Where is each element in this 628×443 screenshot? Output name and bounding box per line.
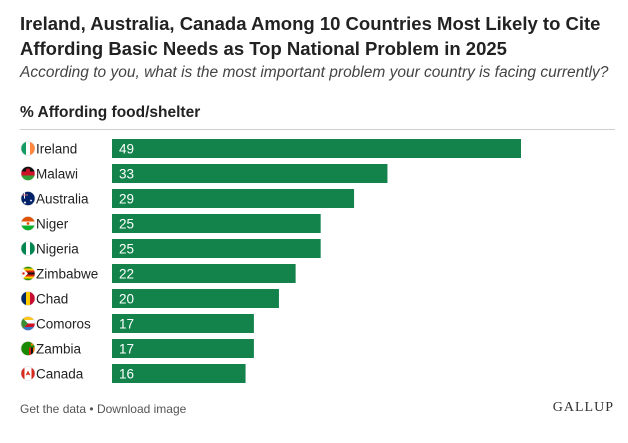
value-label: 25 [119,242,134,257]
category-label: Malawi [36,167,78,182]
bar-row: Zimbabwe 22 [20,264,296,283]
bar-row: Ireland 49 [20,139,521,158]
footer-separator: • [89,402,94,416]
bar-row: Australia 29 [20,189,355,208]
footer-links: Get the data • Download image [20,402,186,416]
bar-row: Malawi 33 [20,164,388,183]
value-label: 17 [119,317,134,332]
category-label: Niger [36,217,69,232]
value-label: 22 [119,267,134,282]
get-data-link[interactable]: Get the data [20,402,87,416]
bar-row: Canada 16 [20,364,246,383]
malawi-flag-icon [20,166,36,181]
zimbabwe-flag-icon [20,266,36,281]
value-label: 17 [119,342,134,357]
bar [112,214,321,233]
value-label: 29 [119,192,134,207]
value-label: 25 [119,217,134,232]
canada-flag-icon [20,366,36,381]
value-label: 33 [119,167,134,182]
bar [112,314,254,333]
ireland-flag-icon [20,141,36,156]
header-divider [20,129,615,130]
bar [112,189,355,208]
category-label: Ireland [36,142,77,157]
category-label: Australia [36,192,89,207]
niger-flag-icon [20,216,36,231]
bar [112,364,246,383]
category-label: Chad [36,292,68,307]
value-label: 49 [119,142,134,157]
bar-row: Nigeria 25 [20,239,321,258]
bar-row: Zambia 17 [20,339,254,358]
value-label: 16 [119,367,134,382]
category-label: Comoros [36,317,91,332]
nigeria-flag-icon [20,241,36,256]
bar-row: Chad 20 [20,289,279,308]
chart-title: Ireland, Australia, Canada Among 10 Coun… [20,13,601,59]
australia-flag-icon [20,191,36,206]
value-label: 20 [119,292,134,307]
measure-label: % Affording food/shelter [20,104,201,121]
bar [112,289,279,308]
bar [112,339,254,358]
category-label: Zimbabwe [36,267,98,282]
chad-flag-icon [20,291,36,306]
chart-subtitle: According to you, what is the most impor… [20,64,609,81]
comoros-flag-icon [20,316,36,331]
zambia-flag-icon [20,341,36,356]
category-label: Nigeria [36,242,79,257]
category-label: Canada [36,367,84,382]
bar [112,264,296,283]
bar [112,139,521,158]
download-image-link[interactable]: Download image [96,402,187,416]
bar-row: Niger 25 [20,214,321,233]
bar [112,164,388,183]
bar [112,239,321,258]
category-label: Zambia [36,342,82,357]
bar-row: Comoros 17 [20,314,254,333]
gallup-logo: GALLUP [552,400,614,415]
